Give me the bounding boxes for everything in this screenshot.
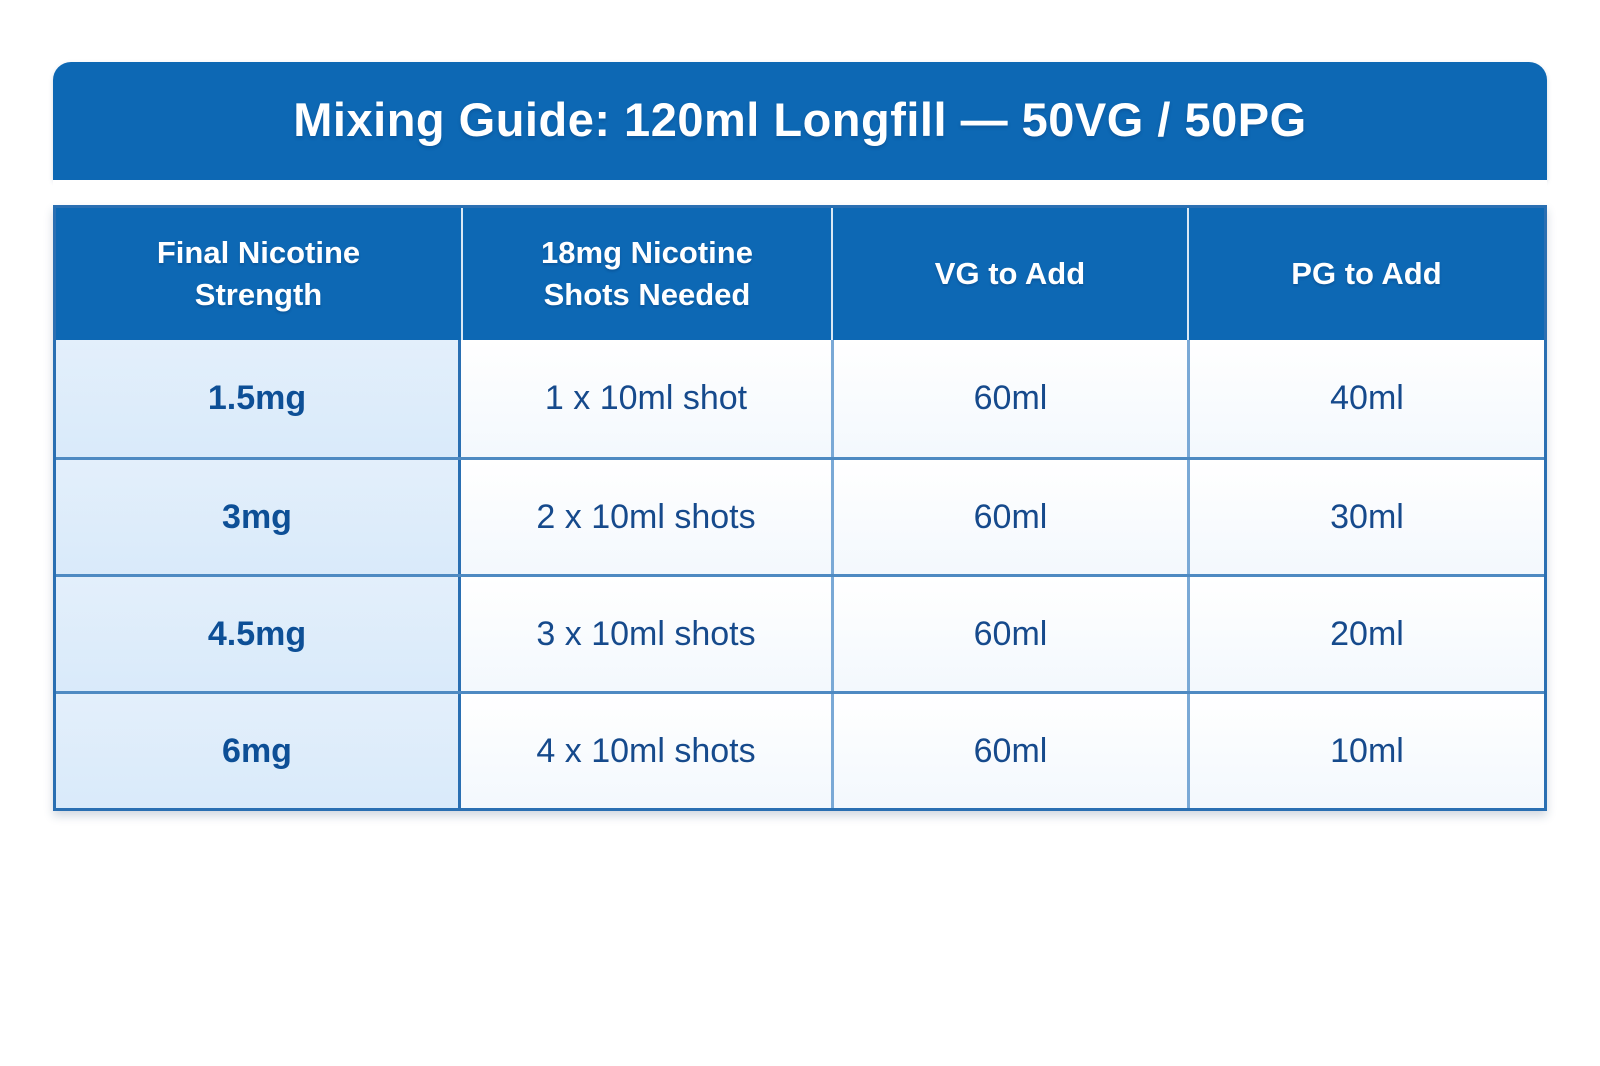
title-banner: Mixing Guide: 120ml Longfill — 50VG / 50… (53, 62, 1547, 180)
header-cell-pg-to-add: PG to Add (1187, 208, 1544, 340)
cell-vg: 60ml (831, 340, 1187, 457)
header-cell-final-nicotine-strength: Final Nicotine Strength (156, 235, 361, 312)
header-cell-vg-to-add: VG to Add (831, 208, 1187, 340)
table-row: 1.5mg 1 x 10ml shot 60ml 40ml (56, 340, 1544, 457)
cell-strength: 4.5mg (56, 577, 461, 691)
cell-pg: 40ml (1187, 340, 1544, 457)
mixing-guide-card: Mixing Guide: 120ml Longfill — 50VG / 50… (53, 62, 1547, 811)
cell-pg: 30ml (1187, 460, 1544, 574)
cell-shots: 4 x 10ml shots (461, 694, 831, 808)
header-cell-nicotine-shots-needed: 18mg Nicotine Shots Needed (461, 208, 831, 340)
cell-strength: 1.5mg (56, 340, 461, 457)
table-row: 6mg 4 x 10ml shots 60ml 10ml (56, 691, 1544, 808)
cell-vg: 60ml (831, 460, 1187, 574)
mixing-table: Final Nicotine Strength 18mg Nicotine Sh… (53, 205, 1547, 811)
table-row: 4.5mg 3 x 10ml shots 60ml 20ml (56, 574, 1544, 691)
cell-vg: 60ml (831, 694, 1187, 808)
cell-shots: 2 x 10ml shots (461, 460, 831, 574)
table-header-row: Final Nicotine Strength 18mg Nicotine Sh… (56, 208, 1544, 340)
cell-pg: 10ml (1187, 694, 1544, 808)
table-row: 3mg 2 x 10ml shots 60ml 30ml (56, 457, 1544, 574)
banner-table-gap (53, 180, 1547, 205)
cell-vg: 60ml (831, 577, 1187, 691)
cell-shots: 3 x 10ml shots (461, 577, 831, 691)
page-title: Mixing Guide: 120ml Longfill — 50VG / 50… (293, 92, 1307, 146)
cell-pg: 20ml (1187, 577, 1544, 691)
cell-strength: 3mg (56, 460, 461, 574)
cell-shots: 1 x 10ml shot (461, 340, 831, 457)
cell-strength: 6mg (56, 694, 461, 808)
